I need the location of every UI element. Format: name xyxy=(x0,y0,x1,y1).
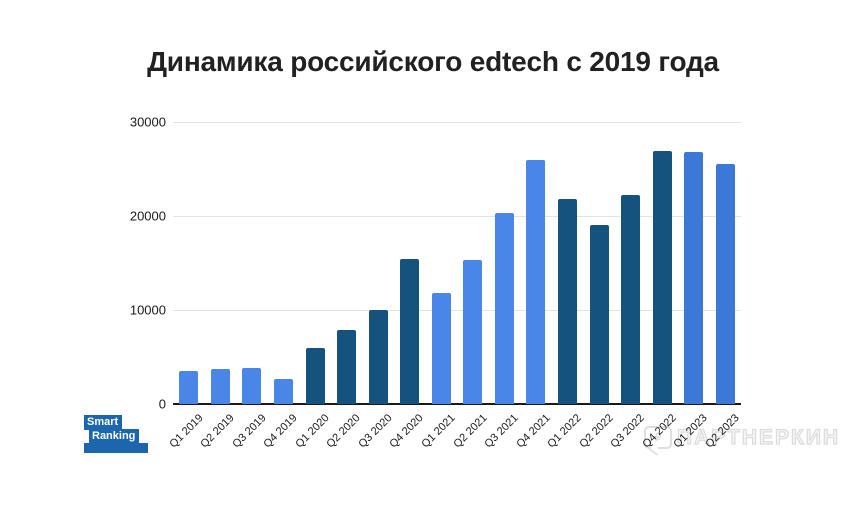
bar-q2-2021 xyxy=(463,260,483,404)
bar-q3-2020 xyxy=(368,310,388,404)
bar-q4-2019 xyxy=(273,378,293,404)
bar-q3-2019 xyxy=(242,368,262,404)
bar-q1-2021 xyxy=(431,293,451,404)
watermark-symbol: ₽ xyxy=(654,432,662,444)
x-tick-label-q1-2021: Q1 2021 xyxy=(419,412,458,451)
bar-q4-2021 xyxy=(526,159,546,404)
x-tick-label-q2-2023: Q2 2023 xyxy=(703,412,742,451)
bar-q1-2019 xyxy=(179,371,199,404)
plot-area xyxy=(173,122,741,405)
y-tick-label-10000: 10000 xyxy=(129,302,166,318)
x-tick-label-q1-2020: Q1 2020 xyxy=(293,412,332,451)
x-tick-label-q2-2019: Q2 2019 xyxy=(198,412,237,451)
watermark: ₽ ПАРТНЕРКИН xyxy=(644,425,841,457)
bar-q4-2020 xyxy=(400,259,420,404)
x-tick-label-q1-2019: Q1 2019 xyxy=(166,412,206,451)
x-tick-label-q3-2022: Q3 2022 xyxy=(608,412,648,451)
watermark-text: ПАРТНЕРКИН xyxy=(676,425,841,449)
x-tick-label-q4-2019: Q4 2019 xyxy=(261,412,300,451)
y-tick-label-30000: 30000 xyxy=(129,114,166,130)
bar-q1-2023 xyxy=(684,152,704,404)
gridline-30000 xyxy=(173,122,741,123)
x-tick-label-q1-2022: Q1 2022 xyxy=(545,412,584,451)
x-tick-label-q1-2023: Q1 2023 xyxy=(671,412,711,451)
bar-q2-2020 xyxy=(337,329,357,404)
bar-q3-2022 xyxy=(621,195,641,404)
smart-ranking-logo: Smart Ranking xyxy=(84,415,148,453)
bar-q1-2020 xyxy=(305,347,325,404)
logo-base-block xyxy=(84,443,148,453)
y-tick-label-0: 0 xyxy=(158,396,166,412)
x-tick-label-q3-2021: Q3 2021 xyxy=(482,412,521,451)
bar-q2-2023 xyxy=(715,164,735,404)
gridline-10000 xyxy=(173,310,741,311)
chart-title: Динамика российского edtech с 2019 года xyxy=(147,46,719,77)
x-tick-label-q4-2020: Q4 2020 xyxy=(387,412,427,451)
bar-q3-2021 xyxy=(494,213,514,404)
x-tick-label-q3-2020: Q3 2020 xyxy=(356,412,395,451)
y-axis-labels: 0 10000 20000 30000 xyxy=(80,115,166,412)
logo-text-ranking: Ranking xyxy=(89,429,140,444)
bar-q2-2022 xyxy=(589,225,609,404)
bar-q4-2022 xyxy=(652,151,672,404)
gridline-20000 xyxy=(173,216,741,217)
x-axis-labels: Q1 2019 Q2 2019 Q3 2019 Q4 2019 Q1 2020 Q2 20… xyxy=(167,412,742,482)
bar-q2-2019 xyxy=(210,369,230,404)
x-axis-line xyxy=(173,403,741,405)
x-tick-label-q2-2021: Q2 2021 xyxy=(450,412,490,451)
x-tick-label-q2-2022: Q2 2022 xyxy=(577,412,616,451)
x-tick-label-q4-2021: Q4 2021 xyxy=(514,412,553,451)
x-tick-label-q2-2020: Q2 2020 xyxy=(324,412,364,451)
speech-bubble-icon: ₽ xyxy=(644,426,672,457)
y-tick-label-20000: 20000 xyxy=(129,208,166,224)
bar-q1-2022 xyxy=(557,199,577,404)
x-tick-label-q3-2019: Q3 2019 xyxy=(230,412,269,451)
x-tick-label-q4-2022: Q4 2022 xyxy=(640,412,679,451)
logo-text-smart: Smart xyxy=(84,415,123,430)
